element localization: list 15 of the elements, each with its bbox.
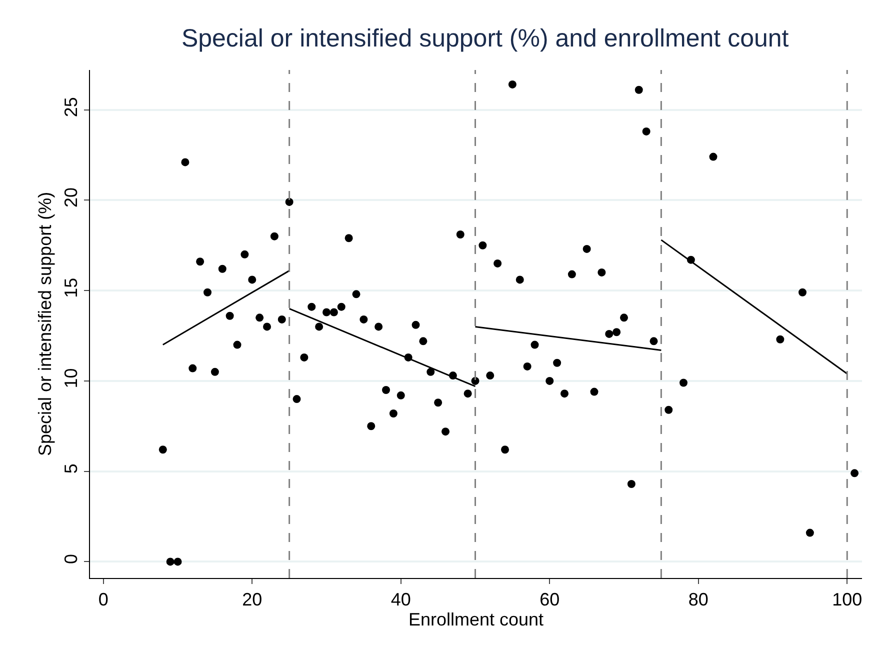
x-tick-label: 0 [98, 590, 108, 610]
x-tick-label: 20 [242, 590, 262, 610]
y-tick-label: 5 [60, 464, 81, 474]
y-tick-label: 10 [60, 368, 81, 388]
chart-title: Special or intensified support (%) and enrollment count [181, 24, 789, 53]
x-tick-label: 80 [688, 590, 708, 610]
y-tick-label: 0 [60, 554, 81, 564]
x-tick-label: 40 [390, 590, 411, 610]
x-tick-label: 60 [540, 590, 560, 610]
x-axis-title: Enrollment count [408, 610, 544, 630]
y-tick-label: 20 [60, 187, 81, 208]
y-tick-label: 15 [60, 278, 81, 298]
y-tick-label: 25 [60, 97, 81, 118]
x-tick-label: 100 [832, 590, 862, 610]
y-axis-title: Special or intensified support (%) [35, 192, 55, 456]
